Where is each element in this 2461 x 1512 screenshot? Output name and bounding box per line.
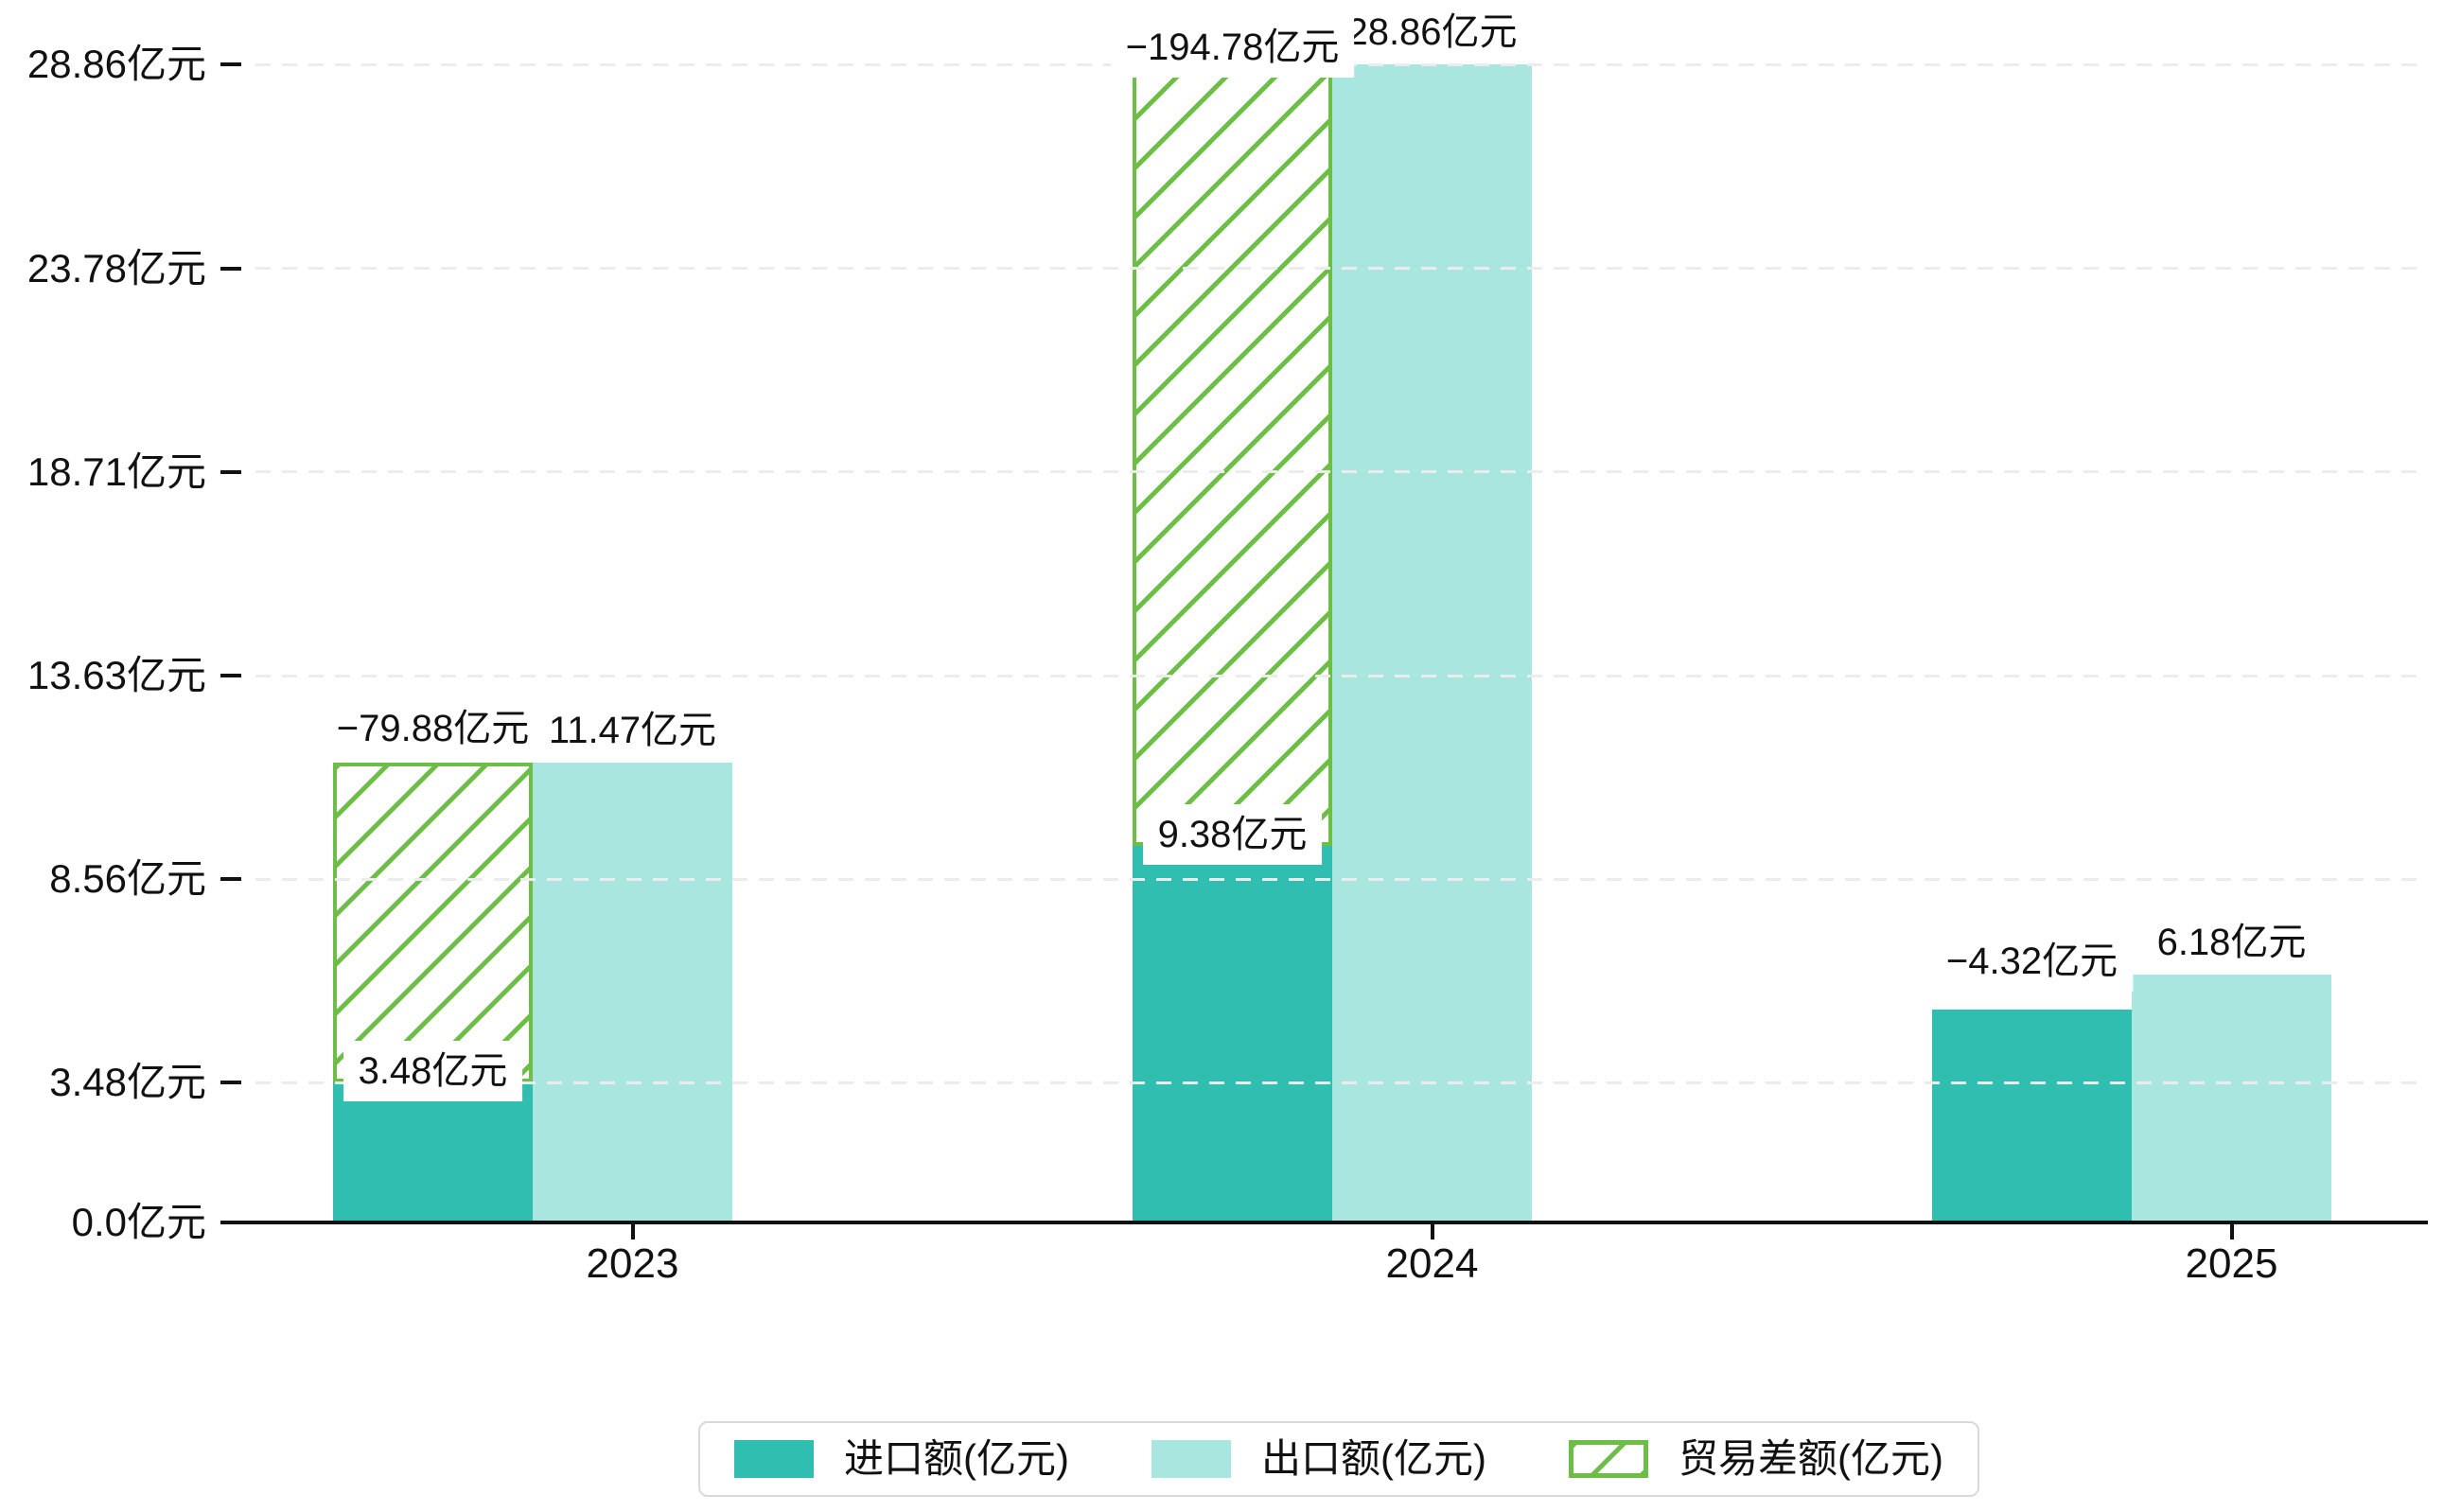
- gridline-13.63: [255, 674, 2428, 677]
- y-axis-label-8.56: 8.56亿元: [49, 856, 206, 902]
- x-axis-label-2023: 2023: [586, 1240, 679, 1287]
- trade-diff-value-label-2025: −4.32亿元: [1930, 931, 2134, 993]
- legend-item-export[interactable]: 出口额(亿元): [1151, 1436, 1486, 1482]
- bar-import-2024: [1133, 846, 1332, 1222]
- bar-import-2025: [1932, 1010, 2132, 1222]
- legend-label-export: 出口额(亿元): [1261, 1436, 1486, 1481]
- x-axis-line: [220, 1221, 2428, 1224]
- gridline-23.78: [255, 267, 2428, 271]
- import-swatch-icon: [734, 1440, 814, 1478]
- y-tick-8.56: [220, 877, 241, 882]
- y-tick-23.78: [220, 266, 241, 271]
- trade-diff-value-label-2024: −194.78亿元: [1110, 17, 1355, 78]
- bar-export-2023: [533, 762, 732, 1222]
- y-axis-label-0: 0.0亿元: [71, 1200, 206, 1244]
- legend-item-trade-diff[interactable]: 贸易差额(亿元): [1569, 1436, 1943, 1482]
- bar-trade-diff-2024: [1133, 64, 1332, 847]
- legend: 进口额(亿元) 出口额(亿元) 贸易差额(亿元): [698, 1421, 1979, 1497]
- export-value-label-2024: 28.86亿元: [1346, 11, 1518, 54]
- trade-diff-swatch-icon: [1569, 1440, 1648, 1478]
- import-value-label-2023: 3.48亿元: [343, 1041, 523, 1102]
- y-tick-3.48: [220, 1081, 241, 1085]
- legend-label-import: 进口额(亿元): [844, 1436, 1069, 1481]
- bar-export-2025: [2132, 974, 2331, 1222]
- gridline-8.56: [255, 877, 2428, 881]
- x-tick-2025: [2229, 1224, 2234, 1239]
- export-value-label-2025: 6.18亿元: [2156, 921, 2307, 963]
- bar-import-2023: [333, 1082, 533, 1222]
- y-axis-label-3.48: 3.48亿元: [49, 1060, 206, 1105]
- bar-export-2024: [1332, 64, 1532, 1222]
- gridline-3.48: [255, 1081, 2428, 1084]
- export-swatch-icon: [1151, 1440, 1231, 1478]
- x-axis-label-2025: 2025: [2185, 1240, 2278, 1287]
- y-tick-0: [220, 1221, 241, 1224]
- y-axis-label-13.63: 13.63亿元: [26, 653, 206, 698]
- gridline-18.71: [255, 470, 2428, 474]
- y-tick-13.63: [220, 674, 241, 678]
- y-tick-28.86: [220, 62, 241, 67]
- y-axis-label-18.71: 18.71亿元: [26, 448, 206, 494]
- bar-trade-diff-2023: [333, 762, 533, 1083]
- y-axis-label-28.86: 28.86亿元: [26, 42, 206, 87]
- legend-label-trade-diff: 贸易差额(亿元): [1679, 1436, 1943, 1481]
- x-axis-label-2024: 2024: [1385, 1240, 1479, 1287]
- import-value-label-2024: 9.38亿元: [1142, 804, 1323, 866]
- legend-item-import[interactable]: 进口额(亿元): [734, 1436, 1069, 1482]
- y-axis-label-23.78: 23.78亿元: [26, 245, 206, 290]
- export-value-label-2023: 11.47亿元: [548, 709, 717, 751]
- x-tick-2024: [1430, 1224, 1434, 1239]
- y-tick-18.71: [220, 469, 241, 474]
- trade-diff-value-label-2023: −79.88亿元: [321, 697, 545, 759]
- x-tick-2023: [630, 1224, 635, 1239]
